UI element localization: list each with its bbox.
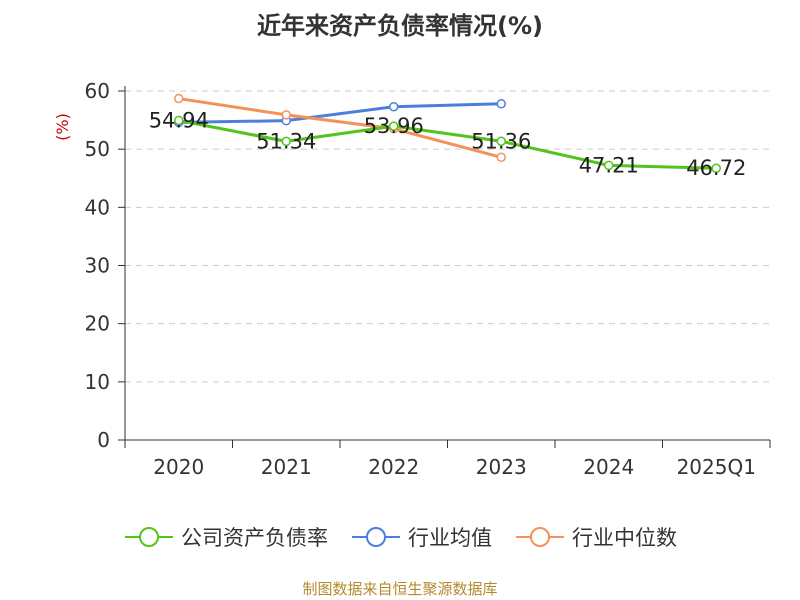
data-label: 53.96 <box>364 114 424 138</box>
data-point <box>496 99 506 109</box>
data-label: 51.34 <box>256 129 316 153</box>
data-point <box>174 93 184 104</box>
legend-label: 公司资产负债率 <box>181 526 328 550</box>
grid-lines <box>125 90 770 383</box>
series-lines <box>174 93 721 173</box>
x-tick-label: 2024 <box>583 455 634 479</box>
y-axis-label: (%) <box>53 113 72 141</box>
data-point <box>711 163 721 173</box>
y-tick-label: 60 <box>85 79 110 103</box>
y-tick-label: 20 <box>85 312 110 336</box>
y-tick-label: 0 <box>97 428 110 452</box>
data-point <box>389 101 399 112</box>
series-line-0 <box>178 118 717 170</box>
data-point <box>496 152 506 163</box>
legend-line-circle-icon <box>516 527 564 547</box>
legend: 公司资产负债率 行业均值 行业中位数 <box>0 520 800 554</box>
data-point <box>389 121 399 131</box>
data-point <box>281 110 291 120</box>
data-labels: 54.94 51.34 53.96 51.36 47.21 46.72 <box>149 108 747 180</box>
legend-label: 行业中位数 <box>572 526 677 550</box>
data-label: 47.21 <box>579 153 639 177</box>
legend-line-circle-icon <box>352 527 400 547</box>
x-tick-label: 2021 <box>261 455 312 479</box>
data-label: 54.94 <box>149 108 209 132</box>
axes: 0 10 20 30 40 50 60 (%) 2020 2021 2022 2023 2024 2025… <box>53 79 771 479</box>
x-tick-label: 2025Q1 <box>677 455 756 479</box>
chart-title: 近年来资产负债率情况(%) <box>257 12 543 40</box>
y-tick-label: 10 <box>85 370 110 394</box>
x-tick-label: 2023 <box>476 455 527 479</box>
source-note: 制图数据来自恒生聚源数据库 <box>302 580 498 598</box>
y-tick-label: 50 <box>85 137 110 161</box>
data-label: 51.36 <box>471 129 531 153</box>
y-tick-label: 30 <box>85 254 110 278</box>
series-line-2 <box>178 97 502 159</box>
series-line-1 <box>178 102 502 124</box>
legend-item[interactable]: 行业均值 <box>350 522 492 552</box>
data-point <box>604 160 614 171</box>
data-point <box>281 136 291 147</box>
data-point <box>174 115 184 126</box>
y-tick-label: 40 <box>85 195 110 219</box>
legend-line-circle-icon <box>125 527 173 547</box>
x-tick-label: 2020 <box>153 455 204 479</box>
legend-label: 行业均值 <box>408 526 492 550</box>
legend-item[interactable]: 公司资产负债率 <box>123 522 328 552</box>
legend-item[interactable]: 行业中位数 <box>514 522 677 552</box>
x-tick-label: 2022 <box>368 455 419 479</box>
data-label: 46.72 <box>686 156 746 180</box>
data-point <box>496 136 506 147</box>
